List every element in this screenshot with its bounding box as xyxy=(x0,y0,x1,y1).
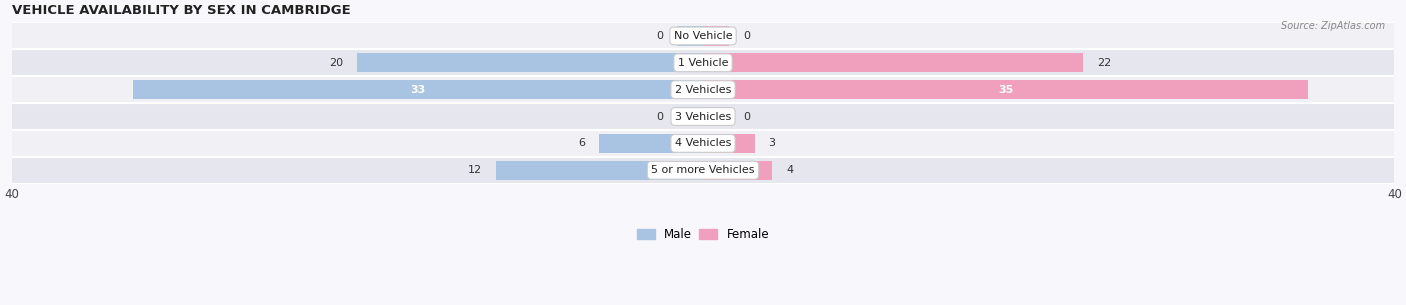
Bar xyxy=(132,80,703,99)
Bar xyxy=(357,53,703,73)
Text: 0: 0 xyxy=(657,31,664,41)
Text: No Vehicle: No Vehicle xyxy=(673,31,733,41)
Bar xyxy=(703,26,728,46)
Text: 2 Vehicles: 2 Vehicles xyxy=(675,85,731,95)
Text: Source: ZipAtlas.com: Source: ZipAtlas.com xyxy=(1281,21,1385,31)
Bar xyxy=(11,76,1395,103)
Text: 4: 4 xyxy=(786,165,793,175)
Text: 33: 33 xyxy=(411,85,426,95)
Text: 12: 12 xyxy=(468,165,482,175)
Text: 4 Vehicles: 4 Vehicles xyxy=(675,138,731,149)
Text: 6: 6 xyxy=(578,138,585,149)
Bar xyxy=(703,107,728,126)
Text: 0: 0 xyxy=(657,112,664,121)
Bar xyxy=(495,161,703,180)
Text: 3: 3 xyxy=(769,138,776,149)
Bar xyxy=(703,161,772,180)
Bar xyxy=(703,134,755,153)
Text: 0: 0 xyxy=(742,31,749,41)
Text: VEHICLE AVAILABILITY BY SEX IN CAMBRIDGE: VEHICLE AVAILABILITY BY SEX IN CAMBRIDGE xyxy=(11,4,350,17)
Bar xyxy=(11,130,1395,157)
Text: 22: 22 xyxy=(1097,58,1111,68)
Text: 3 Vehicles: 3 Vehicles xyxy=(675,112,731,121)
Bar xyxy=(599,134,703,153)
Text: 0: 0 xyxy=(742,112,749,121)
Bar xyxy=(678,26,703,46)
Bar xyxy=(11,49,1395,76)
Text: 5 or more Vehicles: 5 or more Vehicles xyxy=(651,165,755,175)
Bar xyxy=(678,107,703,126)
Bar xyxy=(11,157,1395,184)
Text: 35: 35 xyxy=(998,85,1014,95)
Text: 20: 20 xyxy=(329,58,343,68)
Bar xyxy=(703,80,1308,99)
Legend: Male, Female: Male, Female xyxy=(633,223,773,246)
Bar xyxy=(11,23,1395,49)
Bar xyxy=(703,53,1083,73)
Text: 1 Vehicle: 1 Vehicle xyxy=(678,58,728,68)
Bar xyxy=(11,103,1395,130)
